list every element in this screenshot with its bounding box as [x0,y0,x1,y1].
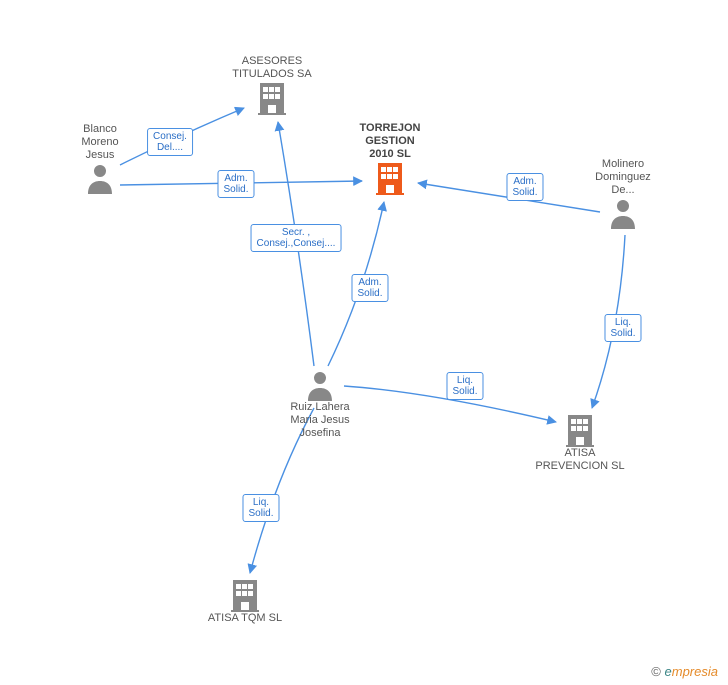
node-label: ATISA PREVENCION SL [520,447,640,473]
node-atisaprev[interactable]: ATISA PREVENCION SL [520,413,640,473]
node-torrejon[interactable]: TORREJON GESTION 2010 SL [330,122,450,195]
edge-label-ruiz-torrejon: Adm. Solid. [351,274,388,302]
edges-layer [0,0,728,685]
node-label: ATISA TQM SL [185,612,305,625]
node-label: Molinero Dominguez De... [563,158,683,197]
copyright-symbol: © [651,664,661,679]
edge-label-blanco-torrejon: Adm. Solid. [217,170,254,198]
node-atisatqm[interactable]: ATISA TQM SL [185,578,305,625]
person-icon [85,162,115,194]
building-icon [256,81,288,115]
node-blanco[interactable]: Blanco Moreno Jesus [40,123,160,194]
node-molinero[interactable]: Molinero Dominguez De... [563,158,683,229]
node-label: Blanco Moreno Jesus [40,123,160,162]
edge-label-molinero-atisaprev: Liq. Solid. [604,314,641,342]
edge-label-ruiz-asesores: Secr. , Consej.,Consej.... [251,224,342,252]
edge-label-ruiz-atisaprev: Liq. Solid. [446,372,483,400]
brand-name: empresia [665,664,718,679]
diagram-stage: ASESORES TITULADOS SA TORREJON GESTION 20… [0,0,728,685]
building-icon [564,413,596,447]
node-label: TORREJON GESTION 2010 SL [330,122,450,161]
node-asesores[interactable]: ASESORES TITULADOS SA [212,55,332,115]
node-label: ASESORES TITULADOS SA [212,55,332,81]
node-ruiz[interactable]: Ruiz Lahera Maria Jesus Josefina [260,369,380,440]
footer-credit: © empresia [651,664,718,679]
node-label: Ruiz Lahera Maria Jesus Josefina [260,401,380,440]
person-icon [305,369,335,401]
edge-label-blanco-asesores: Consej. Del.... [147,128,193,156]
person-icon [608,197,638,229]
edge-label-ruiz-atisatqm: Liq. Solid. [242,494,279,522]
building-icon [229,578,261,612]
edge-label-molinero-torrejon: Adm. Solid. [506,173,543,201]
building-icon [374,161,406,195]
